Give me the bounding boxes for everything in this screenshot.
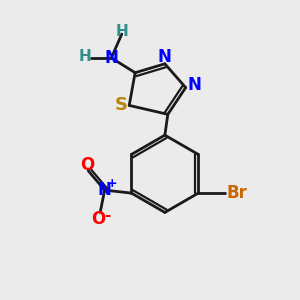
Text: H: H [79, 49, 92, 64]
Text: +: + [107, 177, 117, 190]
Text: N: N [104, 49, 118, 67]
Text: N: N [98, 181, 112, 199]
Text: S: S [114, 96, 128, 114]
Text: H: H [116, 24, 128, 39]
Text: N: N [158, 48, 172, 66]
Text: -: - [104, 208, 111, 223]
Text: O: O [92, 210, 106, 228]
Text: Br: Br [226, 184, 248, 202]
Text: O: O [80, 157, 94, 175]
Text: N: N [187, 76, 201, 94]
